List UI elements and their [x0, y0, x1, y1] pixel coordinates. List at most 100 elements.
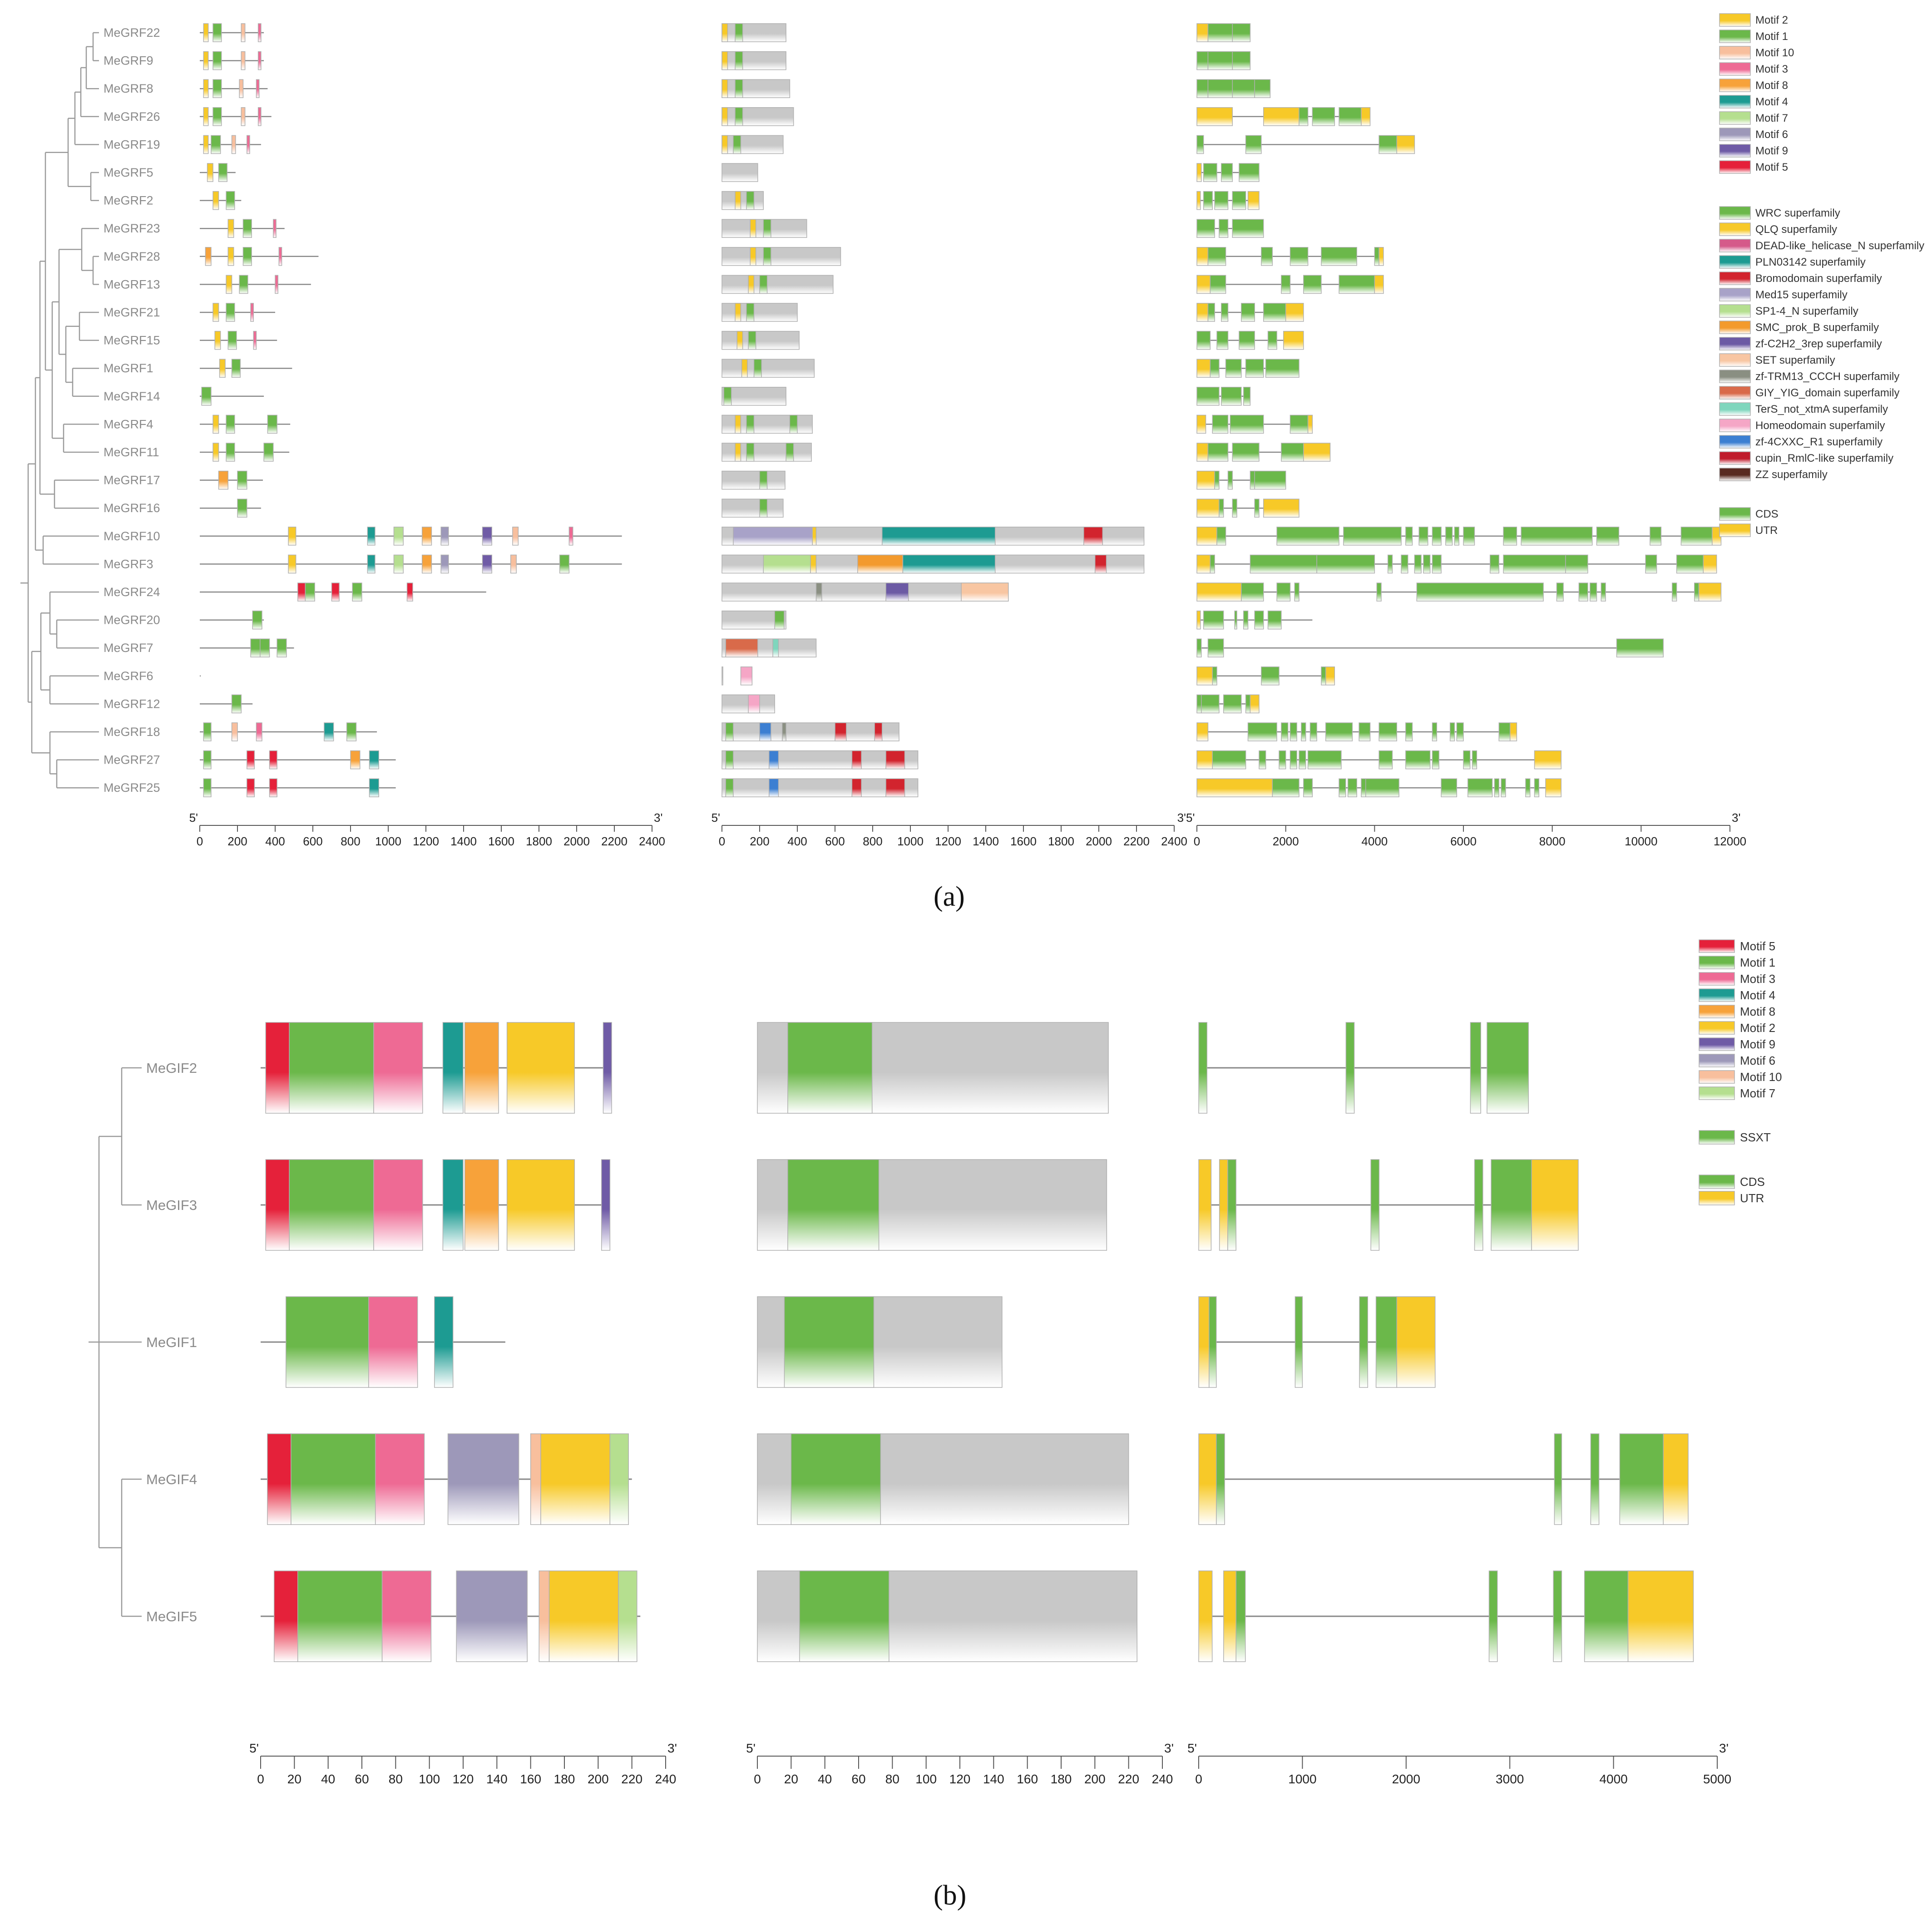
axis-gene-b-tick-label: 4000: [1599, 1772, 1627, 1786]
axis-domain-b-tick-label: 140: [983, 1772, 1004, 1786]
legend-label-bromodomain-superfamily: Bromodomain superfamily: [1755, 272, 1882, 285]
cds-megrf1: [1265, 359, 1300, 378]
legend-label-motif-m1: Motif 1: [1755, 30, 1788, 43]
legend-label-wrc-superfamily: WRC superfamily: [1755, 207, 1840, 219]
motif-m1-megrf1: [231, 359, 241, 378]
legend-swatch-cds: [1719, 507, 1751, 521]
motif-m9-megrf10: [482, 527, 492, 546]
gene-label-megrf16: MeGRF16: [104, 501, 160, 515]
utr-megrf27: [1196, 750, 1213, 770]
cds-megrf11: [1232, 443, 1260, 462]
domain-bromodomain-superfamily-megrf3: [1094, 554, 1107, 574]
motif-m1-megrf11: [226, 443, 235, 462]
motif-m2-megrf9: [203, 51, 209, 70]
cds-megrf2: [1214, 191, 1229, 210]
cds-megrf25: [1365, 778, 1399, 797]
motif-m7-megif5: [618, 1570, 637, 1662]
utr-megrf13: [1374, 275, 1384, 294]
axis-domain-a-tick-label: 400: [787, 834, 807, 848]
axis-domain-a-tick-label: 1400: [973, 834, 999, 848]
cds-megrf12: [1196, 694, 1202, 714]
protein-bar-megrf1: [721, 359, 815, 378]
axis-gene-a-end-label: 3': [1732, 811, 1740, 824]
cds-megrf10: [1463, 527, 1475, 546]
motif-m1-megif1: [286, 1296, 369, 1388]
legend-label-motif-m3-b: Motif 3: [1740, 972, 1775, 986]
protein-bar-megrf26: [721, 107, 794, 126]
utr-megrf16: [1196, 499, 1220, 518]
panel-a: MeGRF22 MeGRF9 MeGRF8 MeGRF26 MeGRF19 MeGRF5 M…: [20, 13, 1924, 848]
utr-megif1: [1396, 1296, 1436, 1388]
cds-megrf3: [1210, 554, 1215, 574]
motif-m1-megrf18: [203, 722, 212, 741]
legend-label-motif-m2: Motif 2: [1755, 14, 1788, 26]
legend-swatch-bromodomain-superfamily: [1719, 271, 1751, 285]
cds-megrf19: [1245, 135, 1262, 154]
legend-label-smc-prok-b-superfamily: SMC_prok_B superfamily: [1755, 321, 1879, 334]
cds-megrf25: [1361, 778, 1366, 797]
legend-swatch-pln03142-superfamily: [1719, 255, 1751, 269]
cds-megrf3: [1387, 554, 1393, 574]
utr-megrf27: [1534, 750, 1561, 770]
cds-megrf27: [1405, 750, 1431, 770]
motif-m5-megif5: [273, 1570, 298, 1662]
cds-megrf18: [1379, 722, 1398, 741]
motif-m9-megif3: [601, 1159, 611, 1251]
utr-megrf20: [1196, 610, 1201, 630]
cds-megrf28: [1261, 247, 1273, 266]
axis-motif-b-tick-label: 20: [287, 1772, 301, 1786]
cds-megrf6: [1321, 666, 1326, 686]
motif-m1-megrf14: [201, 387, 212, 406]
cds-megrf20: [1267, 610, 1282, 630]
motif-m6-megrf10: [440, 527, 449, 546]
legend-swatch-motif-m6-b: [1699, 1054, 1735, 1067]
axis-domain-b-tick-label: 80: [885, 1772, 899, 1786]
motif-m3-megrf18: [256, 722, 262, 741]
cds-megrf3: [1489, 554, 1500, 574]
motif-m5-megrf25: [269, 778, 277, 797]
gene-label-megrf5: MeGRF5: [104, 166, 153, 179]
utr-megrf5: [1196, 163, 1202, 182]
cds-megrf20: [1203, 610, 1224, 630]
domain-bromodomain-superfamily-megrf25: [851, 778, 862, 797]
domain-qlq-superfamily-megrf15: [736, 331, 743, 350]
motif-m10-megrf22: [241, 23, 246, 42]
domain-zf-4cxxc-r1-superfamily-megrf27: [769, 750, 779, 770]
cds-megrf16: [1232, 499, 1237, 518]
domain-wrc-superfamily-megrf19: [733, 135, 741, 154]
cds-megrf27: [1307, 750, 1342, 770]
cds-megrf21: [1207, 303, 1215, 322]
domain-bromodomain-superfamily-megrf25: [885, 778, 905, 797]
motif-m6-megrf3: [440, 554, 449, 574]
utr-megrf25: [1196, 778, 1273, 797]
legend-label-cds-b: CDS: [1740, 1175, 1765, 1189]
domain-wrc-superfamily-megrf16: [759, 499, 768, 518]
legend-swatch-zf-c2h2-3rep-superfamily: [1719, 337, 1751, 350]
legend-swatch-zf-4cxxc-r1-superfamily: [1719, 435, 1751, 449]
legend-swatch-ssxt: [1699, 1130, 1735, 1145]
legend-swatch-motif-m10: [1719, 46, 1751, 59]
utr-megrf28: [1196, 247, 1209, 266]
domain-bromodomain-superfamily-megrf18: [874, 722, 883, 741]
gene-label-megrf3: MeGRF3: [104, 557, 153, 571]
motif-m2-megrf28: [227, 247, 234, 266]
cds-megrf17: [1227, 470, 1233, 490]
domain-ssxt-megif5: [799, 1570, 889, 1662]
gene-label-megrf4: MeGRF4: [104, 417, 153, 431]
utr-megif1: [1198, 1296, 1210, 1388]
utr-megrf21: [1285, 303, 1304, 322]
gene-label-megrf9: MeGRF9: [104, 54, 153, 68]
utr-megrf21: [1196, 303, 1209, 322]
motif-m3-megrf21: [250, 303, 254, 322]
protein-bar-megrf27: [721, 750, 919, 770]
protein-bar-megrf16: [721, 499, 784, 518]
motif-m2-megrf10: [288, 527, 296, 546]
utr-megrf28: [1379, 247, 1384, 266]
cds-megrf14: [1243, 387, 1251, 406]
tree-b: [89, 1067, 142, 1617]
legend-b: Motif 5 Motif 1 Motif 3 Motif 4 Motif 8 Motif…: [1699, 939, 1782, 1205]
axis-motif-b-tick-label: 240: [655, 1772, 677, 1786]
axis-motif-a-tick-label: 600: [303, 834, 322, 848]
motif-m1-megrf24: [352, 582, 362, 602]
